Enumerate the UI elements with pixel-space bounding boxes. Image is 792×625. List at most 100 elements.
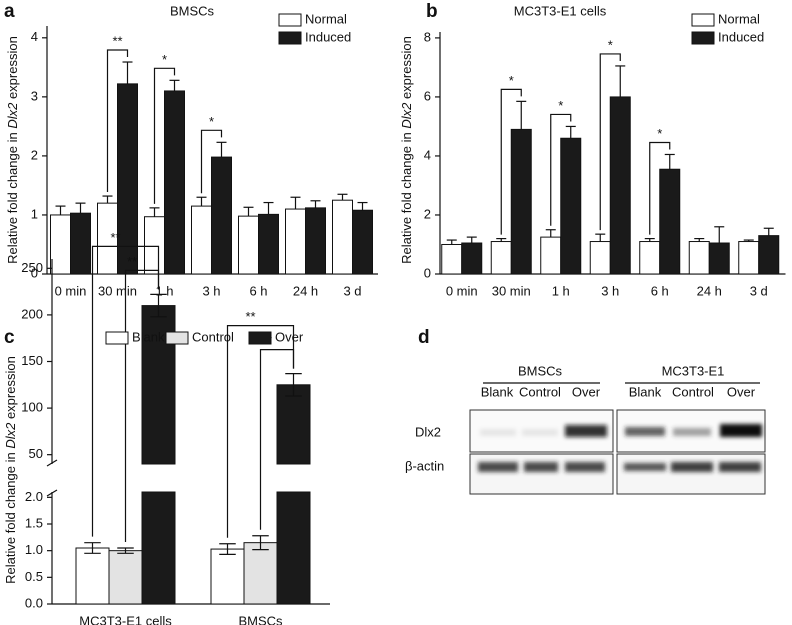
significance-label: ** — [112, 33, 122, 48]
band — [625, 427, 665, 436]
y-tick-label: 1 — [31, 206, 38, 221]
legend-swatch — [278, 13, 302, 27]
x-tick-label: 3 h — [202, 283, 220, 298]
y-tick-label: 4 — [31, 29, 38, 44]
bar — [738, 241, 760, 275]
bar — [540, 236, 562, 275]
significance-bracket — [259, 349, 295, 530]
bar — [276, 384, 311, 465]
x-tick-label: 1 h — [552, 283, 570, 298]
y-axis-label-part: expression — [5, 36, 20, 102]
bar — [659, 168, 681, 275]
significance-label: * — [209, 114, 214, 129]
x-tick-label: 0 min — [55, 283, 87, 298]
legend-label: Normal — [305, 11, 347, 26]
bar — [441, 243, 463, 275]
panel-letter: a — [4, 1, 15, 22]
bands — [478, 424, 762, 472]
bar — [144, 216, 165, 275]
lane-label: Blank — [629, 384, 662, 399]
bar — [688, 241, 710, 275]
legend-swatch — [691, 13, 715, 27]
bar — [758, 235, 780, 275]
y-axis-label-part: Relative fold change in — [399, 129, 414, 264]
legend-swatch — [105, 331, 129, 345]
bar — [108, 550, 143, 605]
significance-label: * — [162, 52, 167, 67]
bar — [210, 548, 245, 605]
bar — [238, 215, 259, 275]
y-axis-label-part: Relative fold change in — [5, 129, 20, 264]
significance-bracket — [226, 325, 295, 538]
legend-swatch — [691, 31, 715, 45]
y-tick-label: 250 — [21, 260, 43, 275]
y-tick-label: 0.5 — [25, 569, 43, 584]
axis-break — [46, 459, 58, 467]
y-tick-label: 150 — [21, 353, 43, 368]
y-tick-label: 3 — [31, 88, 38, 103]
y-tick-label: 2 — [424, 206, 431, 221]
bar — [332, 199, 353, 275]
y-axis-label: Relative fold change in Dlx2 expression — [5, 36, 20, 264]
y-tick-label: 0 — [31, 265, 38, 280]
y-axis-label-part: expression — [399, 36, 414, 102]
y-tick-label: 50 — [29, 446, 43, 461]
blot-box — [616, 453, 766, 495]
significance-label: ** — [127, 254, 137, 269]
band — [522, 429, 558, 436]
panel-letter: c — [4, 327, 15, 348]
chart-title: MC3T3-E1 cells — [514, 3, 607, 18]
bar — [50, 214, 71, 275]
significance-label: ** — [110, 230, 120, 245]
y-tick-label: 6 — [424, 88, 431, 103]
x-tick-label: 24 h — [293, 283, 318, 298]
y-tick-label: 2.0 — [25, 489, 43, 504]
blot-group: MC3T3-E1 — [662, 363, 725, 378]
x-tick-label: 3 d — [343, 283, 361, 298]
bar — [490, 241, 512, 275]
legend-swatch — [278, 31, 302, 45]
band — [524, 462, 558, 472]
band — [565, 462, 605, 472]
bar — [117, 83, 138, 275]
y-axis-label-part: Dlx2 — [5, 102, 20, 129]
significance-label: ** — [245, 309, 255, 324]
y-axis-label-part: expression — [3, 356, 18, 422]
x-tick-label: 0 min — [446, 283, 478, 298]
y-tick-label: 4 — [424, 147, 431, 162]
bar — [639, 241, 661, 275]
bar — [589, 241, 611, 275]
band — [478, 462, 518, 472]
legend-swatch — [248, 331, 272, 345]
row-label: Dlx2 — [415, 424, 441, 439]
significance-label: * — [608, 37, 613, 52]
bar — [285, 208, 306, 275]
significance-label: * — [558, 98, 563, 113]
bar — [560, 137, 582, 275]
band — [720, 424, 762, 437]
lane-label: Over — [727, 384, 756, 399]
x-tick-label: 3 d — [750, 283, 768, 298]
legend-swatch — [165, 331, 189, 345]
y-axis-label: Relative fold change in Dlx2 expression — [399, 36, 414, 264]
lane-label: Blank — [481, 384, 514, 399]
significance-label: * — [657, 126, 662, 141]
band — [480, 429, 516, 436]
bar — [211, 156, 232, 275]
bar — [70, 212, 91, 275]
significance-bracket — [200, 129, 223, 194]
y-tick-label: 0 — [424, 265, 431, 280]
y-tick-label: 1.5 — [25, 515, 43, 530]
y-tick-label: 8 — [424, 29, 431, 44]
y-tick-label: 0.0 — [25, 595, 43, 610]
y-tick-label: 2 — [31, 147, 38, 162]
significance-bracket — [550, 113, 572, 226]
y-axis-label-part: Dlx2 — [3, 422, 18, 449]
legend-label: Over — [275, 329, 304, 344]
row-label: β-actin — [405, 458, 444, 473]
bar — [708, 242, 730, 275]
x-tick-label: 6 h — [651, 283, 669, 298]
legend-label: Normal — [718, 11, 760, 26]
x-tick-label: 6 h — [249, 283, 267, 298]
